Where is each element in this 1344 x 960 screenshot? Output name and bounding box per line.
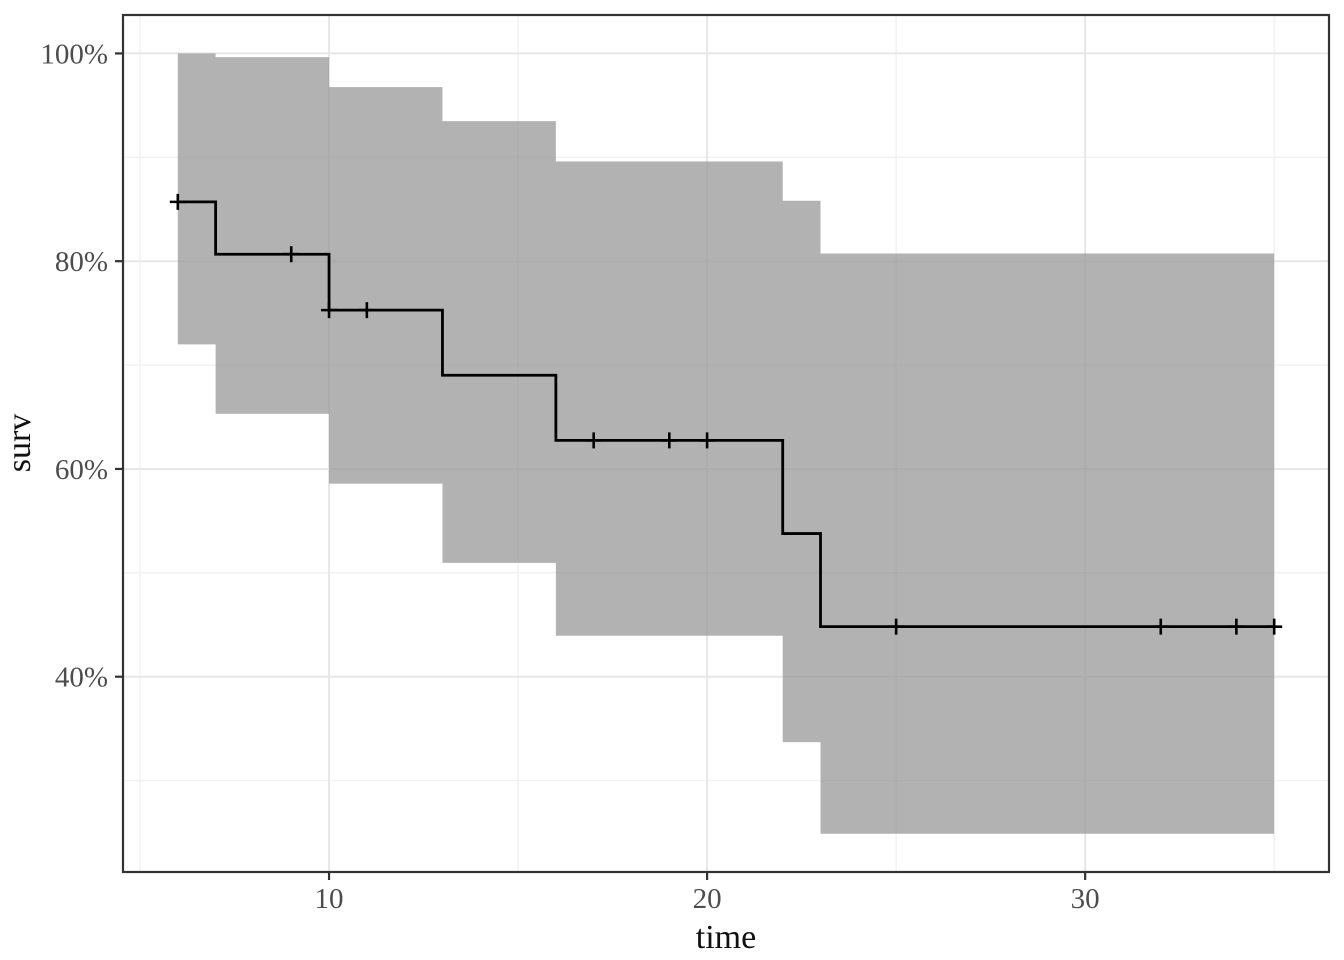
survival-step-line: [177, 200, 1275, 629]
x-axis-title: time: [696, 919, 756, 956]
y-axis-title: surv: [1, 414, 38, 473]
y-tick-label: 40%: [55, 662, 108, 694]
x-tick-label: 20: [693, 883, 722, 915]
confidence-ribbon: [177, 53, 1275, 834]
y-tick-label: 80%: [55, 246, 108, 278]
x-axis-tick-labels: 10 20 30: [315, 883, 1100, 915]
censor-marks: [169, 193, 1283, 635]
axis-tick-marks: [115, 52, 1087, 880]
x-tick-label: 30: [1071, 883, 1100, 915]
panel-border: [121, 13, 1331, 874]
x-tick-label: 10: [315, 883, 344, 915]
y-tick-label: 100%: [40, 38, 108, 70]
y-tick-label: 60%: [55, 454, 108, 486]
y-axis-tick-labels: 100% 80% 60% 40%: [40, 38, 108, 693]
